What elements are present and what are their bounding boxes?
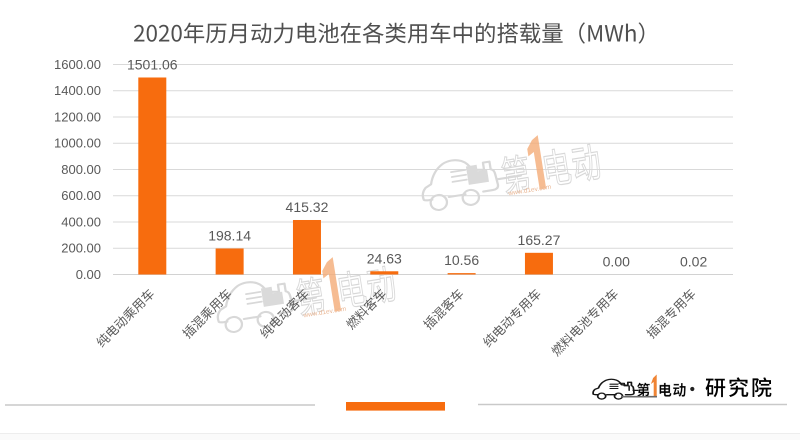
svg-text:0.00: 0.00 [603, 254, 630, 270]
svg-text:200.00: 200.00 [61, 241, 101, 256]
svg-text:24.63: 24.63 [367, 250, 402, 266]
svg-text:198.14: 198.14 [208, 227, 251, 243]
svg-text:400.00: 400.00 [61, 214, 101, 229]
svg-text:1600.00: 1600.00 [54, 57, 101, 72]
svg-text:10.56: 10.56 [444, 252, 479, 268]
svg-text:1200.00: 1200.00 [54, 109, 101, 124]
svg-text:800.00: 800.00 [61, 162, 101, 177]
svg-text:1400.00: 1400.00 [54, 83, 101, 98]
svg-text:0.02: 0.02 [680, 254, 707, 270]
svg-text:1501.06: 1501.06 [127, 56, 178, 72]
svg-text:0.00: 0.00 [76, 267, 101, 282]
svg-text:600.00: 600.00 [61, 188, 101, 203]
svg-text:165.27: 165.27 [518, 232, 561, 248]
svg-text:1000.00: 1000.00 [54, 136, 101, 151]
svg-text:415.32: 415.32 [286, 199, 329, 215]
